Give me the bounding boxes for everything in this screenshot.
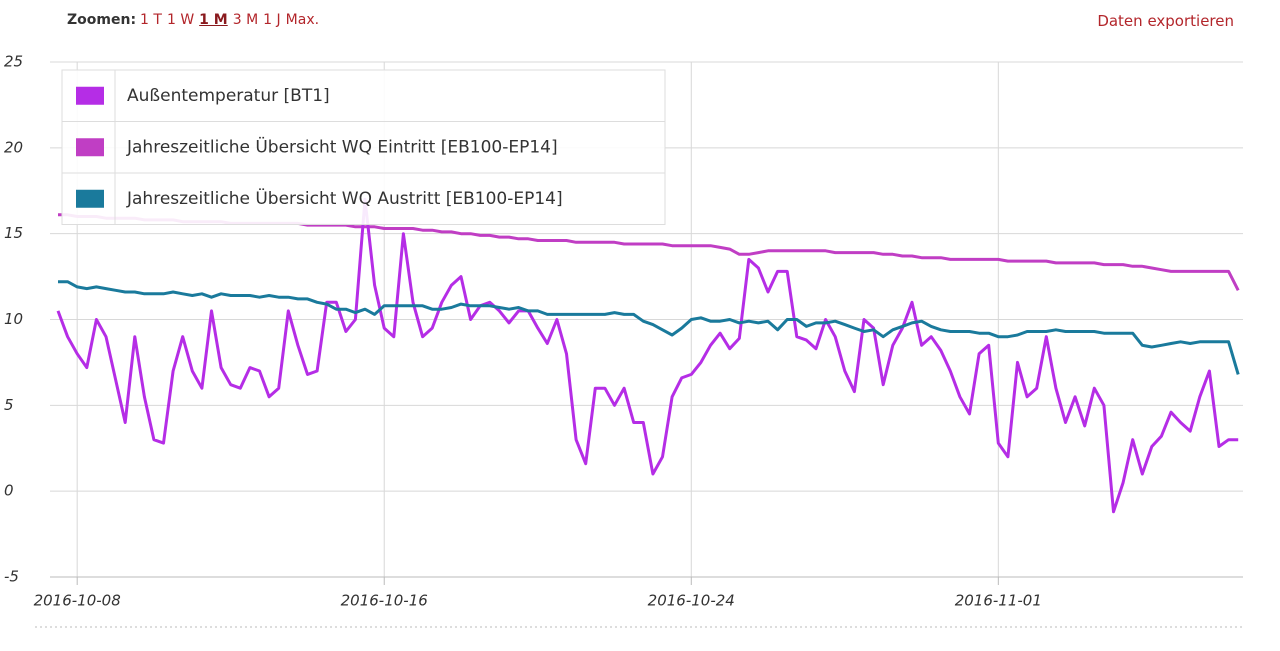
legend-swatch [76, 189, 104, 208]
x-tick-label: 2016-11-01 [955, 592, 1042, 610]
zoom-option[interactable]: 1 W [166, 12, 195, 28]
y-tick-label: 15 [4, 224, 23, 242]
y-tick-label: 20 [4, 138, 23, 156]
x-tick-label: 2016-10-08 [34, 592, 121, 610]
series-line [56, 197, 1239, 514]
x-tick-label: 2016-10-16 [341, 592, 428, 610]
legend: Außentemperatur [BT1] Jahreszeitliche Übe… [61, 69, 666, 225]
series-line [58, 280, 1240, 375]
x-tick-label: 2016-10-24 [648, 592, 735, 610]
legend-box [61, 69, 666, 225]
y-tick-label: -5 [4, 568, 19, 586]
legend-label: Jahreszeitliche Übersicht WQ Eintritt [E… [126, 135, 558, 157]
zoom-option[interactable]: 1 T [140, 12, 162, 28]
y-tick-label: 10 [4, 310, 23, 328]
legend-swatch [76, 86, 104, 105]
y-tick-label: 5 [4, 396, 14, 414]
zoom-option[interactable]: Max. [285, 12, 320, 28]
legend-label: Jahreszeitliche Übersicht WQ Austritt [E… [126, 187, 563, 209]
zoom-option[interactable]: 3 M [232, 12, 259, 28]
y-tick-label: 0 [4, 482, 14, 500]
zoom-option[interactable]: 1 M [199, 12, 228, 28]
legend-swatch [76, 138, 104, 157]
export-link[interactable]: Daten exportieren [1097, 12, 1234, 30]
series-line [58, 213, 1240, 291]
y-tick-label: 25 [4, 53, 23, 71]
zoom-option[interactable]: 1 J [263, 12, 281, 28]
zoom-label: Zoomen: [67, 12, 137, 28]
legend-label: Außentemperatur [BT1] [127, 86, 330, 106]
